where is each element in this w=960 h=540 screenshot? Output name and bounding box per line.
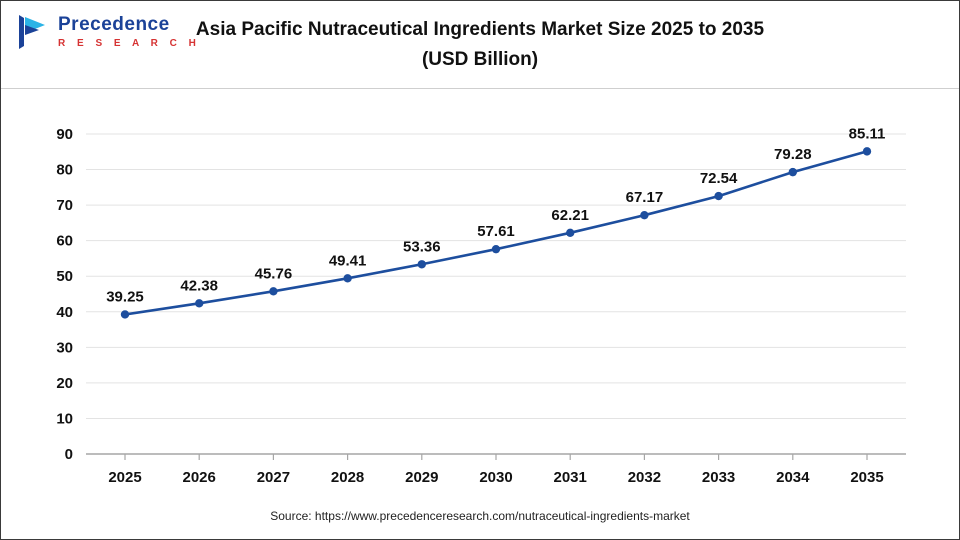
svg-text:30: 30	[56, 339, 73, 356]
chart-title-line1: Asia Pacific Nutraceutical Ingredients M…	[195, 19, 765, 41]
svg-text:2027: 2027	[257, 469, 290, 486]
logo-wordmark: Precedence	[58, 14, 170, 36]
svg-text:2030: 2030	[479, 469, 512, 486]
svg-text:67.17: 67.17	[626, 189, 664, 206]
svg-text:80: 80	[56, 162, 73, 179]
svg-text:20: 20	[56, 375, 73, 392]
svg-text:90: 90	[56, 126, 73, 143]
precedence-research-logo: Precedence R E S E A R C H	[15, 13, 200, 51]
logo-subtitle: R E S E A R C H	[58, 37, 201, 49]
svg-text:70: 70	[56, 197, 73, 214]
svg-text:72.54: 72.54	[700, 170, 738, 187]
chart-area: 0 10 20 30 40 50 60 70 80 90 2025 2026 2027 2028 2029 2…	[1, 89, 960, 507]
svg-text:2025: 2025	[108, 469, 141, 486]
svg-text:60: 60	[56, 233, 73, 250]
header: Precedence R E S E A R C H Asia Pacific …	[1, 1, 959, 89]
chart-title-line2: (USD Billion)	[421, 48, 539, 70]
svg-text:2029: 2029	[405, 469, 438, 486]
source-text: Source: https://www.precedenceresearch.c…	[270, 509, 690, 523]
svg-text:2032: 2032	[628, 469, 661, 486]
logo-text: Precedence R E S E A R C H	[58, 14, 201, 49]
svg-text:2031: 2031	[554, 469, 587, 486]
precedence-logo-icon	[19, 15, 45, 49]
svg-text:49.41: 49.41	[329, 252, 367, 269]
svg-text:2034: 2034	[776, 469, 810, 486]
svg-text:2028: 2028	[331, 469, 364, 486]
svg-text:62.21: 62.21	[551, 207, 589, 224]
svg-text:79.28: 79.28	[774, 146, 812, 163]
svg-text:53.36: 53.36	[403, 238, 441, 255]
svg-text:2033: 2033	[702, 469, 735, 486]
page-title: Asia Pacific Nutraceutical Ingredients M…	[196, 15, 764, 74]
svg-text:2035: 2035	[850, 469, 883, 486]
svg-text:57.61: 57.61	[477, 223, 515, 240]
svg-text:10: 10	[56, 410, 73, 427]
svg-text:85.11: 85.11	[849, 125, 886, 142]
svg-text:42.38: 42.38	[180, 277, 218, 294]
svg-text:39.25: 39.25	[106, 288, 144, 305]
svg-text:0: 0	[65, 446, 73, 463]
svg-text:40: 40	[56, 304, 73, 321]
svg-text:45.76: 45.76	[255, 265, 293, 282]
svg-text:50: 50	[56, 268, 73, 285]
svg-text:2026: 2026	[183, 469, 216, 486]
